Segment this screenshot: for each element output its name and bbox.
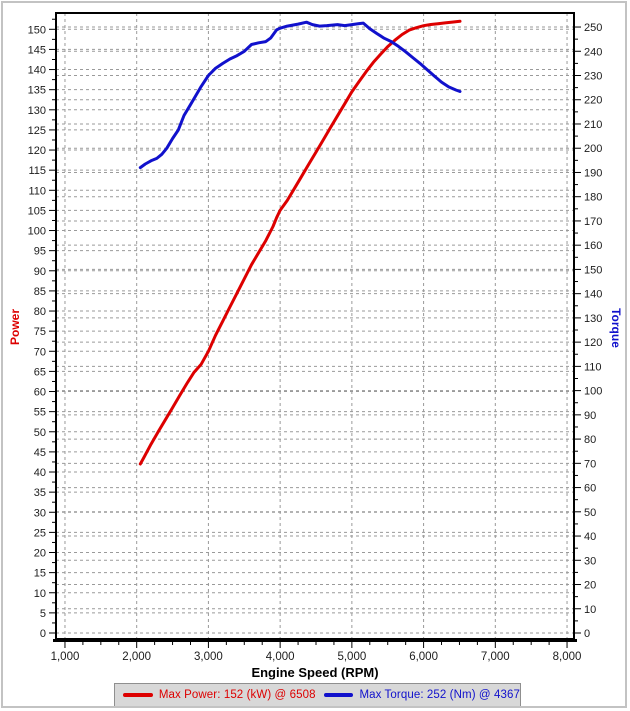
right-tick-label: 250 (584, 22, 602, 34)
x-tick-label: 5,000 (337, 651, 366, 663)
left-tick-label: 60 (34, 387, 46, 399)
left-tick-label: 80 (34, 306, 46, 318)
right-tick-label: 130 (584, 313, 602, 325)
left-tick-label: 125 (28, 125, 46, 137)
right-tick-label: 100 (584, 386, 602, 398)
left-tick-label: 70 (34, 346, 46, 358)
right-tick-label: 150 (584, 264, 602, 276)
right-tick-label: 220 (584, 95, 602, 107)
grid-layer (56, 13, 574, 639)
x-tick-label: 7,000 (481, 651, 510, 663)
left-tick-label: 75 (34, 326, 46, 338)
power-legend-label: Max Power: 152 (kW) @ 6508 (158, 689, 316, 701)
right-tick-label: 90 (584, 410, 596, 422)
left-axis-title: Power (8, 309, 22, 345)
right-tick-label: 110 (584, 361, 602, 373)
left-tick-label: 135 (28, 85, 46, 97)
x-tick-label: 1,000 (51, 651, 80, 663)
left-tick-label: 100 (28, 226, 46, 238)
right-tick-label: 70 (584, 458, 596, 470)
right-tick-label: 0 (584, 628, 590, 640)
right-tick-label: 80 (584, 434, 596, 446)
right-tick-label: 20 (584, 580, 596, 592)
left-tick-label: 95 (34, 246, 46, 258)
left-tick-label: 25 (34, 527, 46, 539)
right-tick-label: 180 (584, 192, 602, 204)
left-tick-label: 105 (28, 205, 46, 217)
right-tick-label: 230 (584, 71, 602, 83)
left-tick-label: 5 (40, 608, 46, 620)
left-tick-label: 115 (28, 165, 46, 177)
right-tick-label: 160 (584, 240, 602, 252)
torque-legend-label: Max Torque: 252 (Nm) @ 4367 (359, 689, 520, 701)
axis-tick-labels: 0 5 10 15 20 25 30 35 40 45 50 55 60 65 70 75 80 85 90 95 10… (28, 22, 603, 663)
left-tick-label: 140 (28, 65, 46, 77)
left-tick-label: 15 (34, 568, 46, 580)
left-tick-label: 145 (28, 44, 46, 56)
left-tick-label: 45 (34, 447, 46, 459)
left-tick-label: 110 (28, 185, 46, 197)
left-tick-label: 55 (34, 407, 46, 419)
axis-titles: Power Torque Engine Speed (RPM) (8, 308, 623, 680)
left-tick-label: 85 (34, 286, 46, 298)
x-tick-label: 3,000 (194, 651, 223, 663)
legend: Max Power: 152 (kW) @ 6508 Max Torque: 2… (114, 683, 521, 707)
left-tick-label: 40 (34, 467, 46, 479)
right-tick-label: 240 (584, 46, 602, 58)
torque-legend-swatch (323, 693, 354, 697)
right-tick-label: 200 (584, 143, 602, 155)
left-tick-label: 130 (28, 105, 46, 117)
right-tick-label: 40 (584, 531, 596, 543)
right-tick-label: 190 (584, 167, 602, 179)
right-tick-label: 140 (584, 289, 602, 301)
axes-layer (49, 12, 581, 648)
left-tick-label: 30 (34, 507, 46, 519)
right-tick-label: 60 (584, 483, 596, 495)
x-tick-label: 8,000 (553, 651, 582, 663)
right-tick-label: 50 (584, 507, 596, 519)
left-tick-label: 0 (40, 628, 46, 640)
right-axis-title: Torque (609, 308, 623, 348)
power-legend-swatch (123, 693, 153, 697)
plot-border (55, 12, 575, 640)
left-tick-label: 35 (34, 487, 46, 499)
left-tick-label: 120 (28, 145, 46, 157)
x-axis-title: Engine Speed (RPM) (251, 665, 378, 680)
power-curve (138, 19, 462, 466)
right-tick-label: 30 (584, 555, 596, 567)
x-tick-label: 4,000 (266, 651, 295, 663)
left-tick-label: 65 (34, 366, 46, 378)
right-tick-label: 210 (584, 119, 602, 131)
x-tick-label: 6,000 (409, 651, 438, 663)
right-tick-label: 10 (584, 604, 596, 616)
left-tick-label: 150 (28, 24, 46, 36)
curves-layer (138, 19, 462, 466)
torque-curve (138, 20, 462, 170)
right-tick-label: 170 (584, 216, 602, 228)
x-tick-label: 2,000 (122, 651, 151, 663)
left-tick-label: 50 (34, 427, 46, 439)
left-tick-label: 90 (34, 266, 46, 278)
left-tick-label: 20 (34, 548, 46, 560)
right-tick-label: 120 (584, 337, 602, 349)
left-tick-label: 10 (34, 588, 46, 600)
